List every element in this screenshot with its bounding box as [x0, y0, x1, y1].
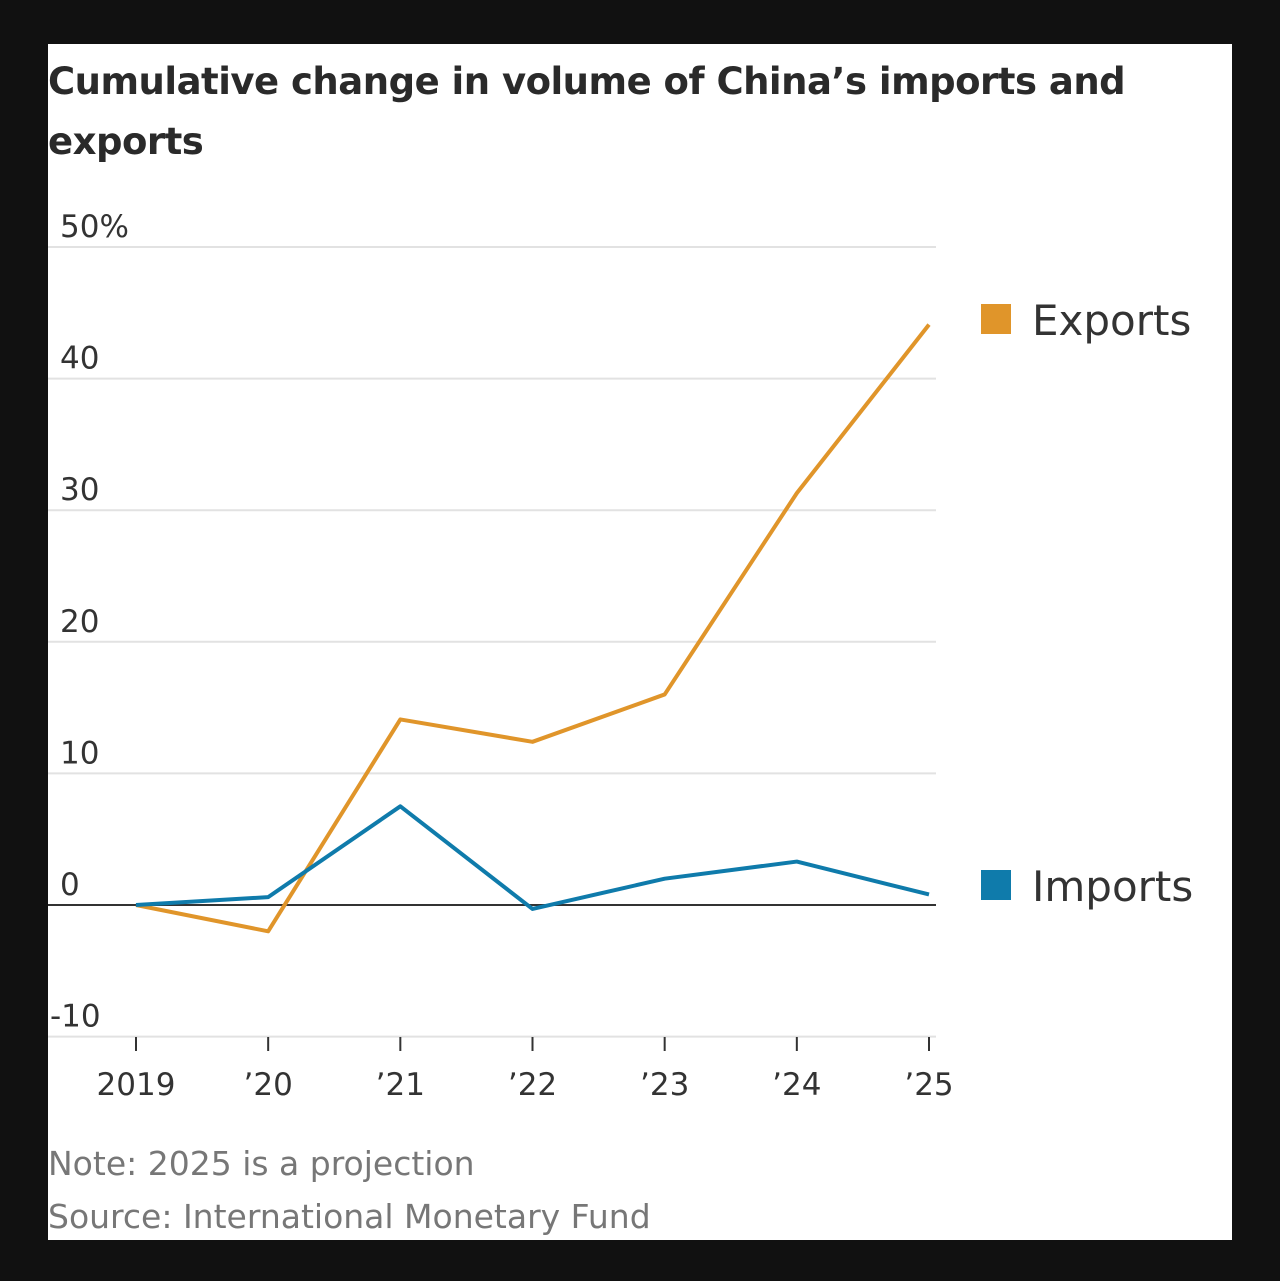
series-line-imports [135, 804, 930, 911]
legend-swatch-exports [981, 304, 1011, 334]
series-line-exports [135, 323, 931, 934]
legend-label-imports: Imports [1032, 862, 1193, 911]
y-tick-label: 10 [60, 735, 99, 771]
x-tick-label: ’21 [376, 1067, 425, 1103]
x-tick-label: ’22 [508, 1067, 557, 1103]
x-tick-label: ’23 [640, 1067, 689, 1103]
y-tick-label: -10 [50, 999, 101, 1035]
chart-title: Cumulative change in volume of China’s i… [48, 60, 1126, 163]
y-tick-label: 0 [60, 867, 80, 903]
x-tick-label: ’20 [244, 1067, 293, 1103]
chart-note: Note: 2025 is a projection [48, 1144, 475, 1183]
x-tick-label: ’24 [772, 1067, 821, 1103]
x-tick-label: ’25 [904, 1067, 953, 1103]
chart-source: Source: International Monetary Fund [48, 1197, 651, 1236]
y-tick-label: 40 [60, 341, 99, 377]
legend-swatch-imports [981, 870, 1011, 900]
legend-label-exports: Exports [1032, 296, 1191, 345]
x-tick-label: 2019 [97, 1067, 176, 1103]
y-tick-label: 20 [60, 604, 99, 640]
y-tick-label: 50% [60, 209, 129, 245]
y-tick-label: 30 [60, 472, 99, 508]
